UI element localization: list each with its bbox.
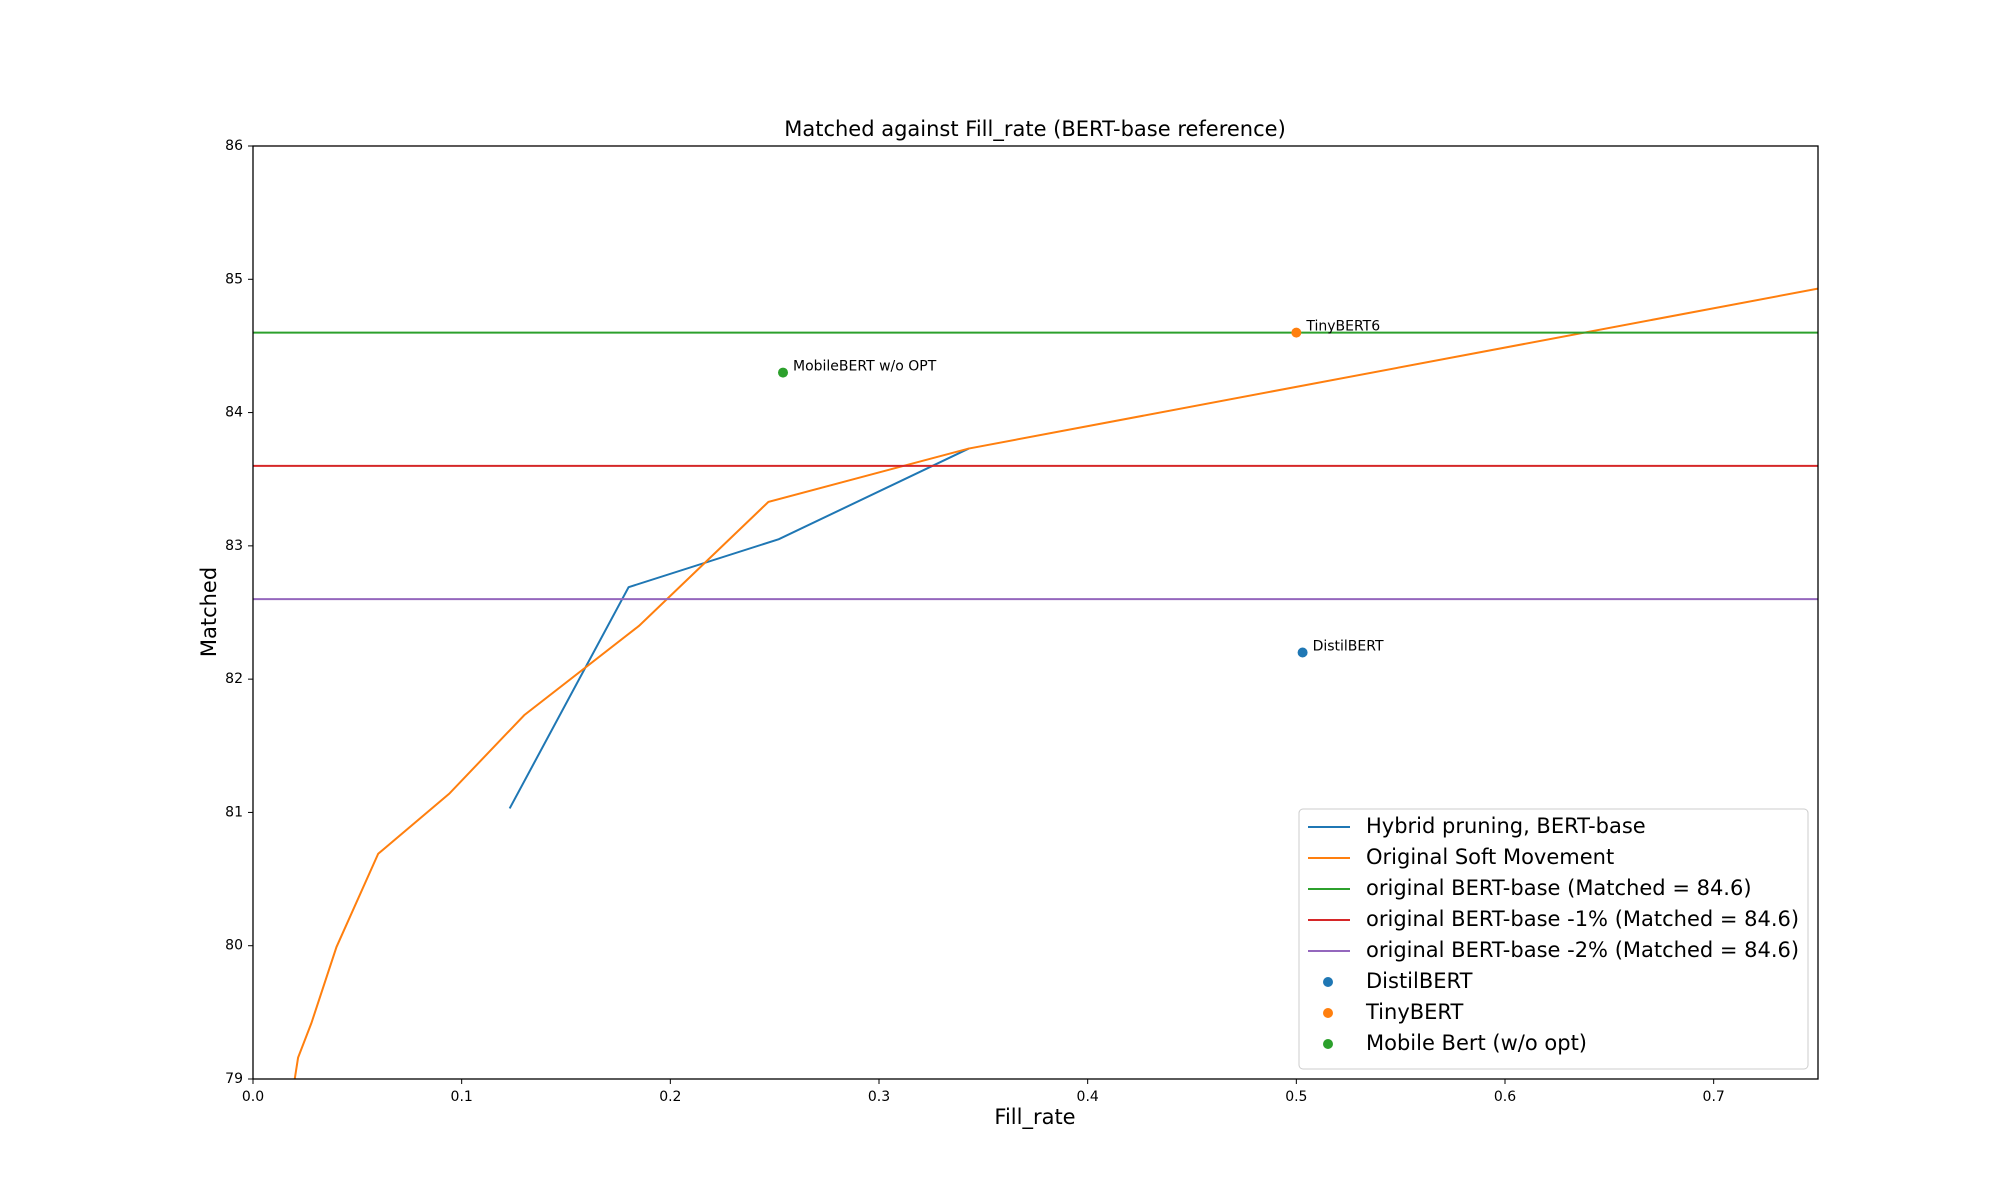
plot-area [253, 287, 1818, 1079]
line-series [508, 447, 970, 809]
scatter-point [1291, 327, 1302, 338]
y-tick-label: 80 [225, 938, 243, 954]
y-tick-label: 86 [225, 138, 243, 154]
annotation: MobileBERT w/o OPT [793, 359, 937, 375]
x-tick-label: 0.1 [451, 1089, 473, 1105]
y-tick-label: 84 [225, 405, 243, 421]
x-tick-label: 0.4 [1077, 1089, 1099, 1105]
legend-label: original BERT-base -1% (Matched = 84.6) [1366, 907, 1799, 931]
legend-label: Mobile Bert (w/o opt) [1366, 1031, 1587, 1055]
legend-marker [1323, 1039, 1333, 1049]
x-tick-label: 0.2 [659, 1089, 681, 1105]
x-tick-label: 0.5 [1285, 1089, 1307, 1105]
annotation: TinyBERT6 [1305, 319, 1380, 335]
legend-marker [1323, 1008, 1333, 1018]
scatter-point [778, 367, 789, 378]
x-tick-label: 0.3 [868, 1089, 890, 1105]
legend-label: Hybrid pruning, BERT-base [1366, 814, 1646, 838]
legend-label: TinyBERT [1365, 1000, 1463, 1024]
y-tick-label: 79 [225, 1071, 243, 1087]
legend-label: Original Soft Movement [1366, 845, 1614, 869]
plot-frame [252, 145, 1819, 1080]
legend-label: DistilBERT [1366, 969, 1473, 993]
legend-label: original BERT-base (Matched = 84.6) [1366, 876, 1752, 900]
y-axis-label: Matched [197, 567, 221, 657]
legend-marker [1323, 977, 1333, 987]
x-tick-label: 0.0 [242, 1089, 264, 1105]
y-tick-label: 83 [225, 538, 243, 554]
x-tick-label: 0.6 [1494, 1089, 1516, 1105]
line-series [293, 287, 1818, 1079]
x-tick-label: 0.7 [1703, 1089, 1725, 1105]
scatter-point [1297, 647, 1308, 658]
chart-title: Matched against Fill_rate (BERT-base ref… [784, 117, 1286, 142]
legend-box [1298, 808, 1809, 1070]
legend-label: original BERT-base -2% (Matched = 84.6) [1366, 938, 1799, 962]
y-tick-label: 81 [225, 804, 243, 820]
x-axis-label: Fill_rate [994, 1105, 1075, 1130]
y-tick-label: 82 [225, 671, 243, 687]
y-tick-label: 85 [225, 271, 243, 287]
annotation: DistilBERT [1313, 638, 1384, 654]
